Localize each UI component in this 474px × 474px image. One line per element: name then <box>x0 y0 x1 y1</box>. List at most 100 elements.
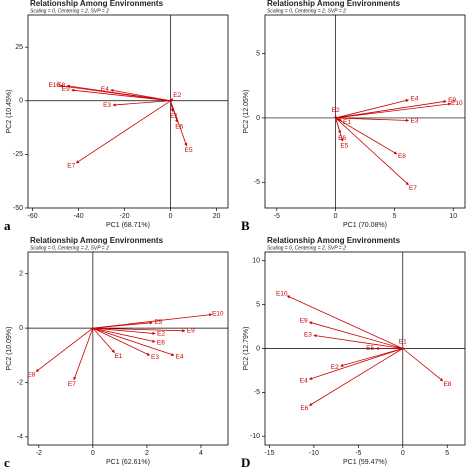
chart-subtitle: Scaling = 0, Centering = 2, SVP = 2 <box>30 8 109 14</box>
x-tick-label: -5 <box>355 450 361 457</box>
x-tick-label: 4 <box>199 450 203 457</box>
point-label: E8 <box>27 371 35 378</box>
point-label: E2 <box>332 107 340 114</box>
x-tick-label: 0 <box>334 213 338 220</box>
point-label: E3 <box>411 117 419 124</box>
point-label: E10 <box>276 291 288 298</box>
loading-vector <box>308 348 403 380</box>
y-axis-label: PC2 (10.09%) <box>6 327 13 371</box>
chart-subtitle: Scaling = 0, Centering = 2, SVP = 2 <box>30 245 109 251</box>
y-tick-label: -5 <box>254 389 260 396</box>
point-label: E4 <box>101 86 109 93</box>
chart-title: Relationship Among Environments <box>30 236 164 245</box>
point-label: E6 <box>157 339 165 346</box>
loading-vector <box>335 117 344 142</box>
y-tick-label: -2 <box>17 379 23 386</box>
point-label: E3 <box>103 102 111 109</box>
loading-vector <box>112 100 171 107</box>
x-tick-label: 2 <box>145 450 149 457</box>
y-tick-label: -25 <box>13 151 23 158</box>
point-label: E6 <box>175 124 183 131</box>
point-label: E5 <box>366 345 374 352</box>
y-tick-label: 0 <box>19 98 23 105</box>
x-axis-label: PC1 (70.08%) <box>343 222 387 229</box>
y-tick-label: 25 <box>15 44 23 51</box>
point-label: E4 <box>300 377 308 384</box>
x-tick-label: 0 <box>169 213 173 220</box>
point-label: E2 <box>173 92 181 99</box>
point-label: E6 <box>300 405 308 412</box>
y-tick-label: 10 <box>252 258 260 265</box>
point-label: E8 <box>57 82 65 89</box>
point-label: E7 <box>409 185 417 192</box>
loading-vector <box>335 117 409 186</box>
x-tick-label: 20 <box>213 213 221 220</box>
point-label: E10 <box>451 100 463 107</box>
loading-vector <box>335 99 410 119</box>
loading-vector <box>335 117 410 123</box>
panel-label: c <box>4 455 10 470</box>
loading-vector <box>169 98 174 102</box>
y-axis-label: PC2 (12.05%) <box>243 90 250 134</box>
loading-vector <box>66 84 171 102</box>
point-label: E9 <box>187 328 195 335</box>
loading-vector <box>92 327 156 335</box>
chart-subtitle: Scaling = 0, Centering = 2, SVP = 2 <box>267 245 346 251</box>
point-label: E5 <box>340 143 348 150</box>
loading-vector <box>110 88 171 102</box>
panel-label: B <box>241 218 250 233</box>
chart-title: Relationship Among Environments <box>30 0 164 8</box>
y-axis-label: PC2 (12.79%) <box>243 327 250 371</box>
point-label: E2 <box>157 331 165 338</box>
plot-frame <box>27 14 229 209</box>
point-label: E7 <box>67 162 75 169</box>
chart-title: Relationship Among Environments <box>267 0 401 8</box>
loading-vector <box>92 327 175 356</box>
y-tick-label: -5 <box>254 179 260 186</box>
panel-label: D <box>241 455 250 470</box>
point-label: E9 <box>448 97 456 104</box>
point-label: E4 <box>176 354 184 361</box>
x-axis-label: PC1 (62.61%) <box>106 459 150 466</box>
loading-vector <box>35 327 94 372</box>
panel-label: a <box>4 218 11 233</box>
loading-vector <box>75 100 171 164</box>
y-tick-label: -4 <box>17 434 23 441</box>
x-tick-label: -60 <box>28 213 38 220</box>
loading-vector <box>92 327 151 356</box>
x-axis-label: PC1 (59.47%) <box>343 459 387 466</box>
loading-vector <box>92 327 115 353</box>
chart-subtitle: Scaling = 0, Centering = 2, SVP = 2 <box>267 8 346 14</box>
loading-vector <box>170 100 188 147</box>
point-label: E9 <box>62 86 70 93</box>
loading-vector <box>335 117 398 155</box>
x-tick-label: 5 <box>392 213 396 220</box>
point-label: E5 <box>185 147 193 154</box>
x-tick-label: -10 <box>309 450 319 457</box>
loading-vector <box>92 321 153 329</box>
y-tick-label: -50 <box>13 205 23 212</box>
point-label: E1 <box>170 113 178 120</box>
loading-vector <box>308 321 403 349</box>
point-label: E10 <box>212 311 224 318</box>
point-label: E8 <box>443 381 451 388</box>
loading-vector <box>308 348 403 406</box>
x-tick-label: 5 <box>445 450 449 457</box>
point-label: E1 <box>343 119 351 126</box>
y-tick-label: 5 <box>256 50 260 57</box>
x-tick-label: 10 <box>449 213 457 220</box>
loading-vector <box>335 102 452 119</box>
y-tick-label: 0 <box>256 115 260 122</box>
y-tick-label: 0 <box>256 345 260 352</box>
point-label: E10 <box>48 82 60 89</box>
loading-vector <box>92 313 213 329</box>
point-label: E4 <box>410 95 418 102</box>
chart-title: Relationship Among Environments <box>267 236 401 245</box>
point-label: E7 <box>68 381 76 388</box>
loading-vector <box>286 295 403 349</box>
loading-vector <box>402 348 444 382</box>
